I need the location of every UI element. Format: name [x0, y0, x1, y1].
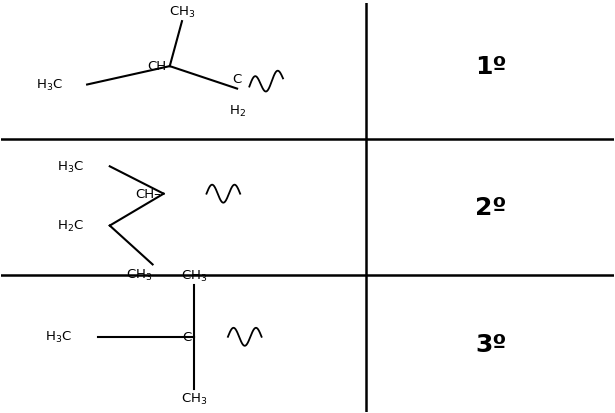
- Text: 1º: 1º: [475, 55, 507, 79]
- Text: H$_3$C: H$_3$C: [36, 78, 63, 93]
- Text: CH$_3$: CH$_3$: [181, 391, 207, 406]
- Text: CH–: CH–: [135, 188, 161, 201]
- Text: C: C: [232, 72, 242, 85]
- Text: CH$_3$: CH$_3$: [181, 268, 207, 283]
- Text: CH: CH: [148, 59, 167, 73]
- Text: H$_3$C: H$_3$C: [57, 159, 84, 174]
- Text: 2º: 2º: [475, 196, 507, 220]
- Text: CH$_3$: CH$_3$: [169, 5, 195, 20]
- Text: H$_3$C: H$_3$C: [45, 330, 72, 344]
- Text: H$_2$C: H$_2$C: [57, 218, 84, 234]
- Text: CH$_3$: CH$_3$: [126, 267, 153, 282]
- Text: H$_2$: H$_2$: [229, 104, 245, 119]
- Text: 3º: 3º: [475, 332, 507, 356]
- Text: C: C: [182, 330, 191, 344]
